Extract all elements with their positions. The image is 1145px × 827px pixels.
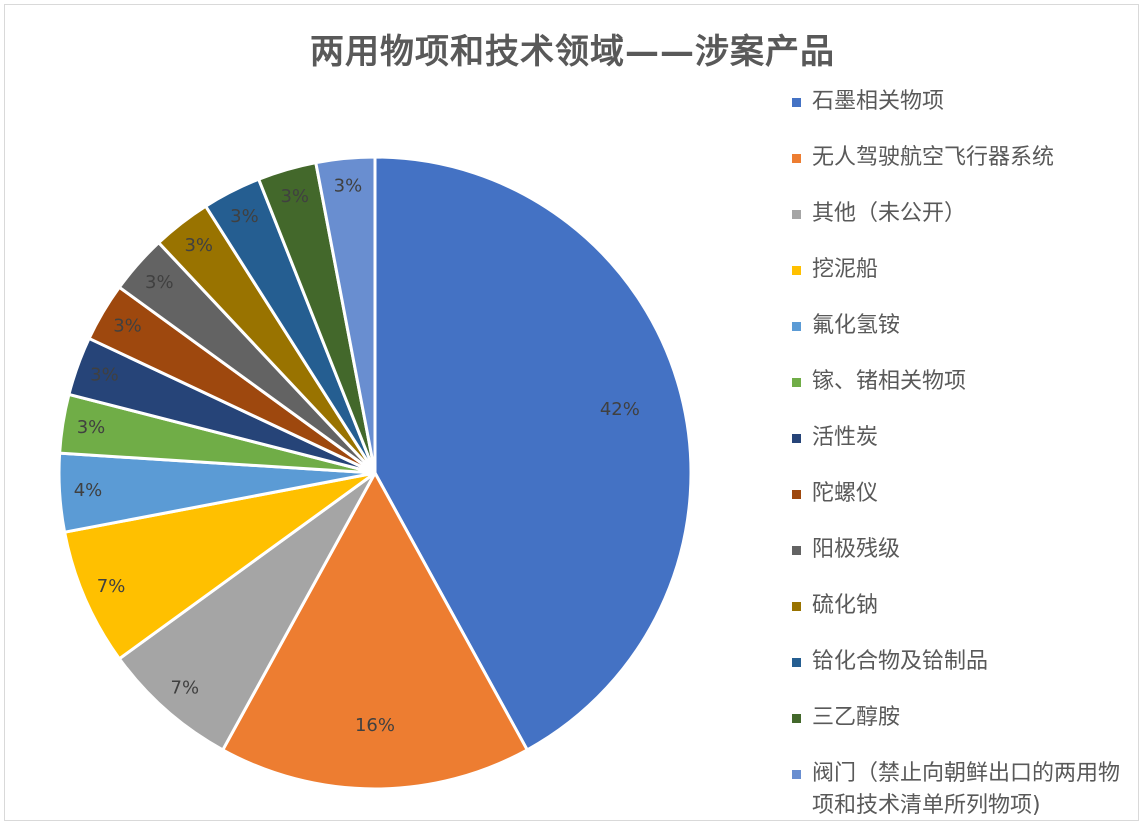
chart-title: 两用物项和技术领域——涉案产品 <box>310 32 835 72</box>
legend-item: 三乙醇胺 <box>792 702 1132 758</box>
chart-legend: 石墨相关物项无人驾驶航空飞行器系统 其他（未公开） 挖泥船氟化氢铵镓、锗相关物项 活性… <box>792 86 1132 818</box>
legend-swatch <box>792 98 801 107</box>
slice-data-label: 3% <box>113 316 142 337</box>
slice-data-label: 7% <box>97 576 126 597</box>
legend-item: 陀螺仪 <box>792 478 1132 534</box>
legend-swatch <box>792 322 801 331</box>
legend-label: 活性炭 <box>812 425 879 450</box>
pie-slice <box>63 471 377 661</box>
pie-slice <box>117 471 377 752</box>
slice-data-label: 4% <box>74 480 103 501</box>
legend-item: 无人驾驶航空飞行器系统 <box>792 142 1132 198</box>
legend-item: 氟化氢铵 <box>792 310 1132 366</box>
slice-data-label: 3% <box>334 176 363 197</box>
legend-swatch <box>792 770 801 779</box>
legend-item: 挖泥船 <box>792 254 1132 310</box>
legend-swatch <box>792 490 801 499</box>
legend-swatch <box>792 210 801 219</box>
legend-swatch <box>792 266 801 275</box>
slice-data-label: 3% <box>280 186 309 207</box>
legend-label: 硫化钠 <box>812 593 879 618</box>
legend-item: 镓、锗相关物项 <box>792 366 1132 422</box>
legend-item: 硫化钠 <box>792 590 1132 646</box>
slice-data-label: 16% <box>355 715 395 736</box>
legend-swatch <box>792 434 801 443</box>
slice-data-label: 3% <box>145 272 174 293</box>
legend-swatch <box>792 154 801 163</box>
pie-slice <box>373 155 693 752</box>
legend-item: 铪化合物及铪制品 <box>792 646 1132 702</box>
legend-label: 其他（未公开） <box>812 201 967 226</box>
legend-label: 镓、锗相关物项 <box>812 369 967 394</box>
legend-swatch <box>792 546 801 555</box>
legend-item: 其他（未公开） <box>792 198 1132 254</box>
legend-swatch <box>792 714 801 723</box>
legend-label: 陀螺仪 <box>812 481 879 506</box>
legend-item: 阳极残级 <box>792 534 1132 590</box>
legend-label: 阳极残级 <box>812 537 901 562</box>
slice-data-label: 3% <box>230 206 259 227</box>
legend-label: 铪化合物及铪制品 <box>812 649 989 674</box>
pie-slice <box>314 155 377 475</box>
slice-data-label: 42% <box>600 399 640 420</box>
legend-swatch <box>792 658 801 667</box>
legend-label: 阀门（禁止向朝鲜出口的两用物项和技术清单所列物项) <box>812 761 1121 818</box>
slice-data-label: 3% <box>77 417 106 438</box>
legend-swatch <box>792 378 801 387</box>
legend-item: 阀门（禁止向朝鲜出口的两用物项和技术清单所列物项) <box>792 758 1132 818</box>
legend-swatch <box>792 602 801 611</box>
pie-slice <box>221 471 529 791</box>
slice-data-label: 3% <box>184 235 213 256</box>
legend-item: 石墨相关物项 <box>792 86 1132 142</box>
legend-label: 三乙醇胺 <box>812 705 901 730</box>
slice-data-label: 7% <box>171 678 200 699</box>
legend-item: 活性炭 <box>792 422 1132 478</box>
legend-label: 石墨相关物项 <box>812 89 945 114</box>
slice-data-label: 3% <box>90 365 119 386</box>
legend-label: 无人驾驶航空飞行器系统 <box>812 145 1055 170</box>
legend-label: 氟化氢铵 <box>812 313 901 338</box>
legend-label: 挖泥船 <box>812 257 879 282</box>
